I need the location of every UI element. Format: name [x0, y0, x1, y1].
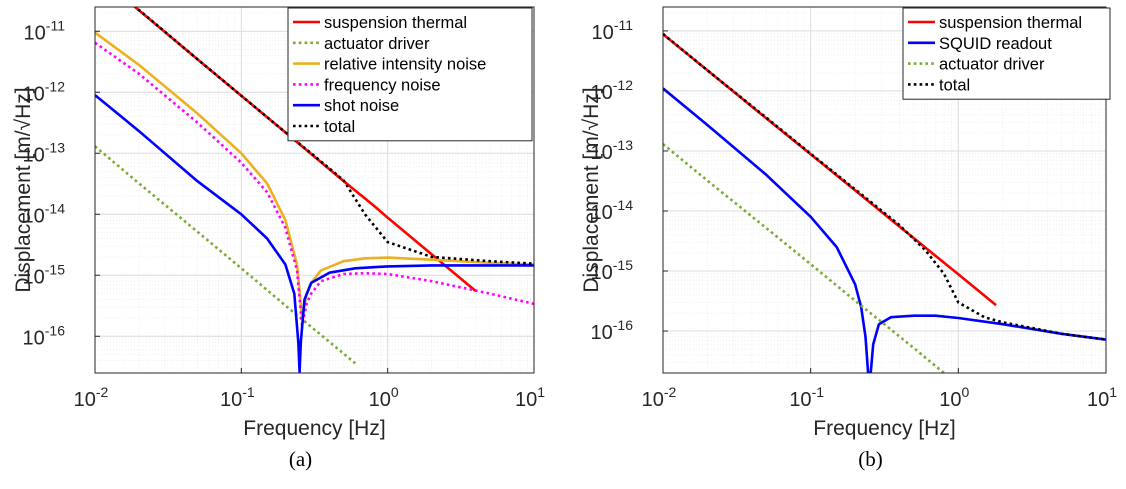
x-tick-label: 10-2: [74, 384, 109, 411]
series-line-total: [133, 7, 534, 265]
legend-box: [902, 7, 1111, 100]
series-line-frequency-noise: [95, 41, 534, 327]
legend-label: relative intensity noise: [324, 56, 486, 74]
series-line-suspension-thermal: [132, 7, 477, 293]
x-tick-label: 10-2: [642, 384, 677, 411]
series-line-actuator-driver: [95, 145, 357, 365]
legend-box: [287, 7, 533, 142]
chart-panel-0: 10-2 10-1 100 10110-1610-1510-1410-1310-121…: [12, 6, 545, 471]
legend-label: total: [939, 76, 970, 94]
y-axis-title: Displacement [m/√Hz]: [12, 87, 35, 292]
series-group: [663, 32, 1106, 373]
x-tick-label: 100: [369, 384, 399, 411]
legend-label: actuator driver: [324, 35, 430, 53]
panel-caption: (b): [858, 447, 883, 471]
y-tick-label: 10-11: [24, 17, 66, 44]
plot-frame: [94, 6, 535, 374]
x-tick-label: 101: [515, 384, 545, 411]
x-axis-title: Frequency [Hz]: [243, 417, 385, 440]
y-tick-label: 10-15: [591, 257, 634, 284]
legend-label: actuator driver: [939, 56, 1045, 74]
y-tick-label: 10-12: [23, 78, 66, 105]
legend-label: suspension thermal: [324, 14, 467, 32]
series-line-shot-noise: [95, 94, 534, 373]
y-tick-label: 10-16: [23, 322, 66, 349]
y-tick-label: 10-16: [591, 317, 634, 344]
legend: suspension thermal SQUID readout actuator …: [902, 7, 1111, 100]
legend-label: total: [324, 118, 355, 136]
x-tick-label: 100: [939, 384, 969, 411]
plot-frame: [662, 6, 1107, 374]
legend: suspension thermal actuator driver relativ…: [287, 7, 533, 142]
series-line-squid-readout: [663, 87, 1106, 373]
series-group: [95, 7, 534, 373]
series-line-actuator-driver: [663, 143, 945, 373]
chart-panel-1: 10-2 10-1 100 10110-1610-1510-1410-1310-121…: [580, 6, 1117, 471]
legend-label: suspension thermal: [939, 14, 1082, 32]
x-axis-title: Frequency [Hz]: [813, 417, 955, 440]
legend-label: SQUID readout: [939, 35, 1052, 53]
panel-caption: (a): [289, 447, 312, 471]
legend-label: shot noise: [324, 97, 399, 115]
x-tick-label: 10-1: [789, 384, 824, 411]
legend-label: frequency noise: [324, 76, 441, 94]
x-tick-label: 10-1: [220, 384, 255, 411]
x-tick-label: 101: [1087, 384, 1117, 411]
y-tick-label: 10-11: [592, 17, 634, 44]
y-axis-title: Displacement [m/√Hz]: [580, 87, 603, 292]
